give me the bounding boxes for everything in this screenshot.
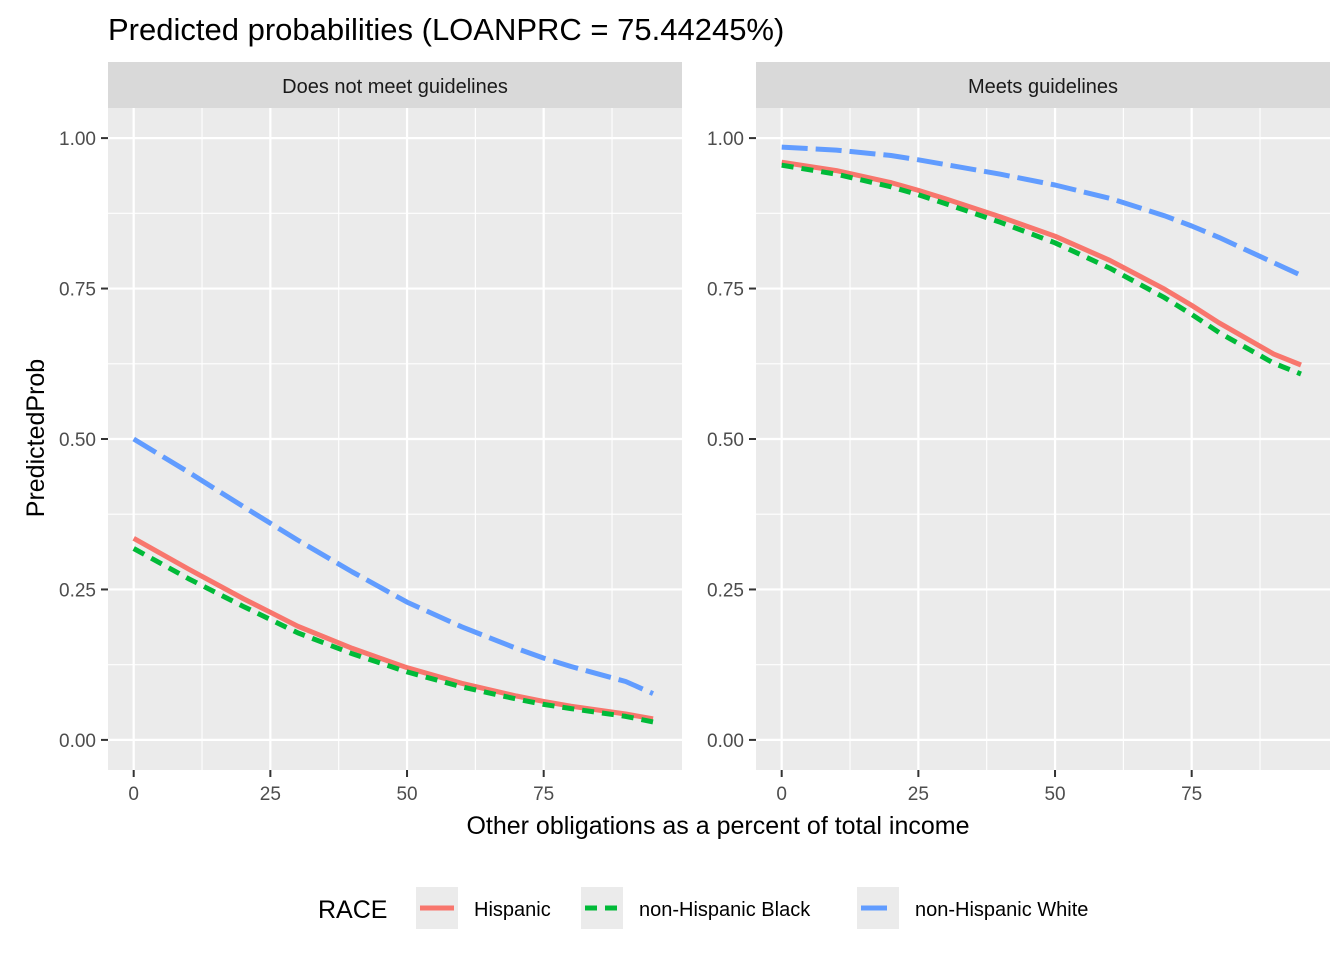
y-tick-label: 0.25 xyxy=(707,580,744,601)
x-tick-label: 25 xyxy=(908,784,929,805)
y-tick-label: 1.00 xyxy=(59,129,96,150)
y-tick-label: 1.00 xyxy=(707,129,744,150)
y-tick-label: 0.00 xyxy=(707,731,744,752)
series-line-hispanic xyxy=(781,159,1302,368)
y-tick-label: 0.00 xyxy=(59,731,96,752)
x-tick-label: 25 xyxy=(260,784,281,805)
legend-label: non-Hispanic White xyxy=(915,899,1088,921)
series-line-non-hispanic-white xyxy=(781,144,1303,278)
legend-label: non-Hispanic Black xyxy=(639,899,811,921)
facet-strip xyxy=(756,62,1330,108)
y-tick-label: 0.75 xyxy=(707,280,744,301)
y-tick-label: 0.25 xyxy=(59,580,96,601)
chart-title: Predicted probabilities (LOANPRC = 75.44… xyxy=(108,12,784,47)
x-tick-label: 0 xyxy=(776,784,787,805)
legend-item-non-hispanic-black: non-Hispanic Black xyxy=(581,887,811,929)
y-tick-label: 0.50 xyxy=(59,430,96,451)
x-tick-label: 50 xyxy=(1044,784,1065,805)
legend-label: Hispanic xyxy=(474,899,551,921)
series-line-non-hispanic-black xyxy=(132,546,654,725)
x-tick-label: 50 xyxy=(396,784,417,805)
y-tick-label: 0.50 xyxy=(707,430,744,451)
x-tick-label: 75 xyxy=(1181,784,1202,805)
legend-item-non-hispanic-white: non-Hispanic White xyxy=(857,887,1088,929)
panel-meets-guidelines: Meets guidelines 0 25 50 75 0.00 0.25 0.50 0.75 1… xyxy=(707,62,1330,805)
y-tick-label: 0.75 xyxy=(59,280,96,301)
panel-does-not-meet-guidelines: Does not meet guidelines 0 25 50 75 0.00 0.25 0… xyxy=(59,62,682,805)
facet-strip xyxy=(108,62,682,108)
series-line-non-hispanic-white xyxy=(132,436,655,696)
x-tick-label: 75 xyxy=(533,784,554,805)
legend-item-hispanic: Hispanic xyxy=(416,887,551,929)
legend-title: RACE xyxy=(318,896,387,924)
series-line-non-hispanic-black xyxy=(781,162,1302,377)
legend: RACE Hispanic non-Hispanic Black non-Hispa… xyxy=(318,887,1088,929)
y-axis-label: PredictedProb xyxy=(22,359,50,517)
x-axis-label: Other obligations as a percent of total … xyxy=(466,812,969,840)
facet-strip-label: Meets guidelines xyxy=(968,76,1118,98)
x-tick-label: 0 xyxy=(128,784,139,805)
facet-strip-label: Does not meet guidelines xyxy=(282,76,508,98)
facet-panels: Does not meet guidelines 0 25 50 75 0.00 0.25 0… xyxy=(59,62,1330,805)
